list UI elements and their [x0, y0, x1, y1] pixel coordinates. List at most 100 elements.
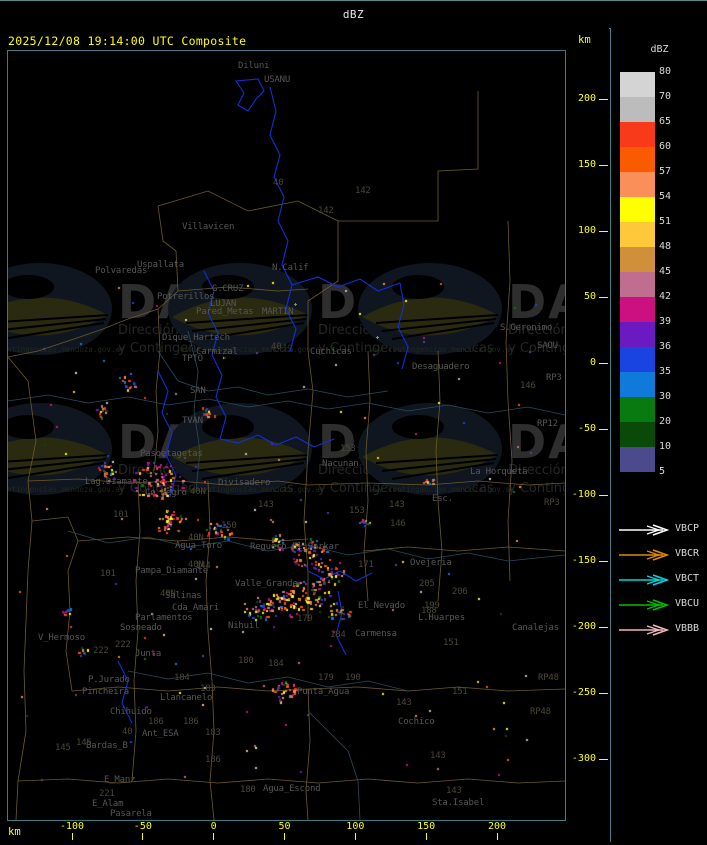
- colorbar-band: [620, 322, 655, 347]
- map-place-label: Nacunan: [322, 459, 359, 469]
- route-number-label: 145: [55, 743, 71, 753]
- colorbar-band: [620, 172, 655, 197]
- radar-echo-layer: [8, 51, 565, 820]
- map-place-label: Chihuido: [110, 707, 152, 717]
- colorbar-tick-label: 5: [659, 466, 666, 477]
- map-place-label: G.CRUZ: [212, 284, 244, 294]
- map-place-label: La Horqueta: [470, 467, 528, 477]
- colorbar-band: [620, 97, 655, 122]
- map-place-label: Cochico: [398, 717, 435, 727]
- route-number-label: 222: [115, 640, 131, 650]
- colorbar-band: [620, 222, 655, 247]
- colorbar-tick-label: 10: [659, 441, 672, 452]
- route-number-label: 188: [421, 606, 437, 616]
- y-axis-tick: -100: [566, 489, 608, 503]
- window-titlebar: dBZ: [0, 0, 707, 29]
- route-number-label: 179: [318, 673, 334, 683]
- colorbar-band: [620, 422, 655, 447]
- route-number-label: 186: [148, 717, 164, 727]
- map-place-label: Uspallata: [137, 260, 184, 270]
- route-number-label: 184: [330, 630, 346, 640]
- arrow-legend-label: VBCR: [675, 548, 700, 559]
- y-axis-tick: -150: [566, 555, 608, 569]
- route-number-label: 40N: [160, 589, 176, 599]
- colorbar-band: [620, 347, 655, 372]
- map-place-label: Carmensa: [355, 629, 397, 639]
- map-place-label: Agua_Toro: [175, 541, 222, 551]
- arrow-legend-label: VBCP: [675, 523, 700, 534]
- route-number-label: 190: [345, 673, 361, 683]
- map-place-label: Sta.Isabel: [432, 798, 485, 808]
- colorbar-tick-label: 48: [659, 241, 672, 252]
- x-axis-tick: 100: [337, 821, 373, 840]
- colorbar-tick-label: 65: [659, 116, 672, 127]
- route-number-label: 146: [520, 381, 536, 391]
- map-place-label: Desaguadero: [412, 362, 470, 372]
- x-axis-tick: 150: [408, 821, 444, 840]
- colorbar-tick-label: 60: [659, 141, 672, 152]
- colorbar-band: [620, 247, 655, 272]
- map-place-label: Lag.Diamante: [85, 477, 148, 487]
- map-place-label: V_Hermoso: [38, 633, 85, 643]
- arrow-legend-label: VBCU: [675, 598, 700, 609]
- map-place-label: Pampa_Diamante: [135, 566, 209, 576]
- map-place-label: Diluni: [238, 61, 270, 71]
- colorbar-tick-label: 42: [659, 291, 672, 302]
- route-number-label: 151: [452, 687, 468, 697]
- route-number-label: 40: [122, 727, 133, 737]
- arrow-legend-item: VBCT: [615, 568, 707, 593]
- map-place-label: Bardas_B: [86, 741, 128, 751]
- map-place-label: E_Manz: [104, 775, 136, 785]
- route-number-label: 146: [390, 519, 406, 529]
- arrow-legend-item: VBCU: [615, 593, 707, 618]
- map-place-label: SAN: [190, 386, 206, 396]
- arrow-legend-item: VBBB: [615, 618, 707, 643]
- route-number-label: 184: [268, 659, 284, 669]
- route-number-label: 101: [100, 569, 116, 579]
- map-place-label: Parlamentos: [135, 613, 193, 623]
- arrow-legend-item: VBCP: [615, 518, 707, 543]
- map-place-label: LUJAN: [210, 299, 237, 309]
- map-place-label: P.Jurado: [88, 675, 130, 685]
- map-place-label: E_Alam: [92, 799, 124, 809]
- map-place-label: Ovejeria: [410, 558, 452, 568]
- route-number-label: 40: [271, 342, 282, 352]
- colorbar-band: [620, 72, 655, 97]
- colorbar-band: [620, 297, 655, 322]
- route-number-label: 40N: [190, 487, 206, 497]
- map-place-label: USANU: [264, 75, 291, 85]
- wind-arrow-icon: [619, 524, 670, 536]
- arrow-legend-label: VBCT: [675, 573, 700, 584]
- colorbar-band: [620, 447, 655, 472]
- map-place-label: Pasoetagetas: [140, 449, 203, 459]
- dbz-colorbar[interactable]: [620, 72, 655, 472]
- y-axis-tick: -50: [566, 423, 608, 437]
- route-number-label: 153: [349, 506, 365, 516]
- x-axis-tick: 0: [196, 821, 232, 840]
- colorbar-tick-label: 57: [659, 166, 672, 177]
- map-place-label: Villavicen: [182, 222, 235, 232]
- route-number-label: 183: [200, 684, 216, 694]
- colorbar-band: [620, 397, 655, 422]
- map-place-label: N.Calif: [272, 263, 309, 273]
- colorbar-band: [620, 197, 655, 222]
- route-number-label: 180: [240, 785, 256, 795]
- map-place-label: Polvaredas: [95, 266, 148, 276]
- km-unit-top: km: [578, 34, 591, 46]
- radar-map[interactable]: DACCDirección de Agriculturay Contingenc…: [7, 50, 566, 821]
- route-number-label: 101: [113, 510, 129, 520]
- y-axis-tick: 50: [566, 291, 608, 305]
- route-number-label: 143: [396, 698, 412, 708]
- route-number-label: 180: [238, 656, 254, 666]
- colorbar-tick-label: 35: [659, 366, 672, 377]
- map-place-label: Valle_Grande: [235, 579, 298, 589]
- map-place-label: Ant_ESA: [142, 729, 179, 739]
- legend-panel: dBZ 80 70 65 60 57 54 51 48 45 42 39 36 35 30 20 10 5 VB…: [610, 28, 707, 842]
- route-number-label: 40N: [188, 533, 204, 543]
- map-place-label: L.Huarpes: [418, 613, 465, 623]
- route-number-label: 143: [446, 786, 462, 796]
- map-place-label: Junta: [135, 649, 162, 659]
- route-number-label: 199: [424, 601, 440, 611]
- arrow-legend-item: VBCR: [615, 543, 707, 568]
- route-number-label: 145: [76, 738, 92, 748]
